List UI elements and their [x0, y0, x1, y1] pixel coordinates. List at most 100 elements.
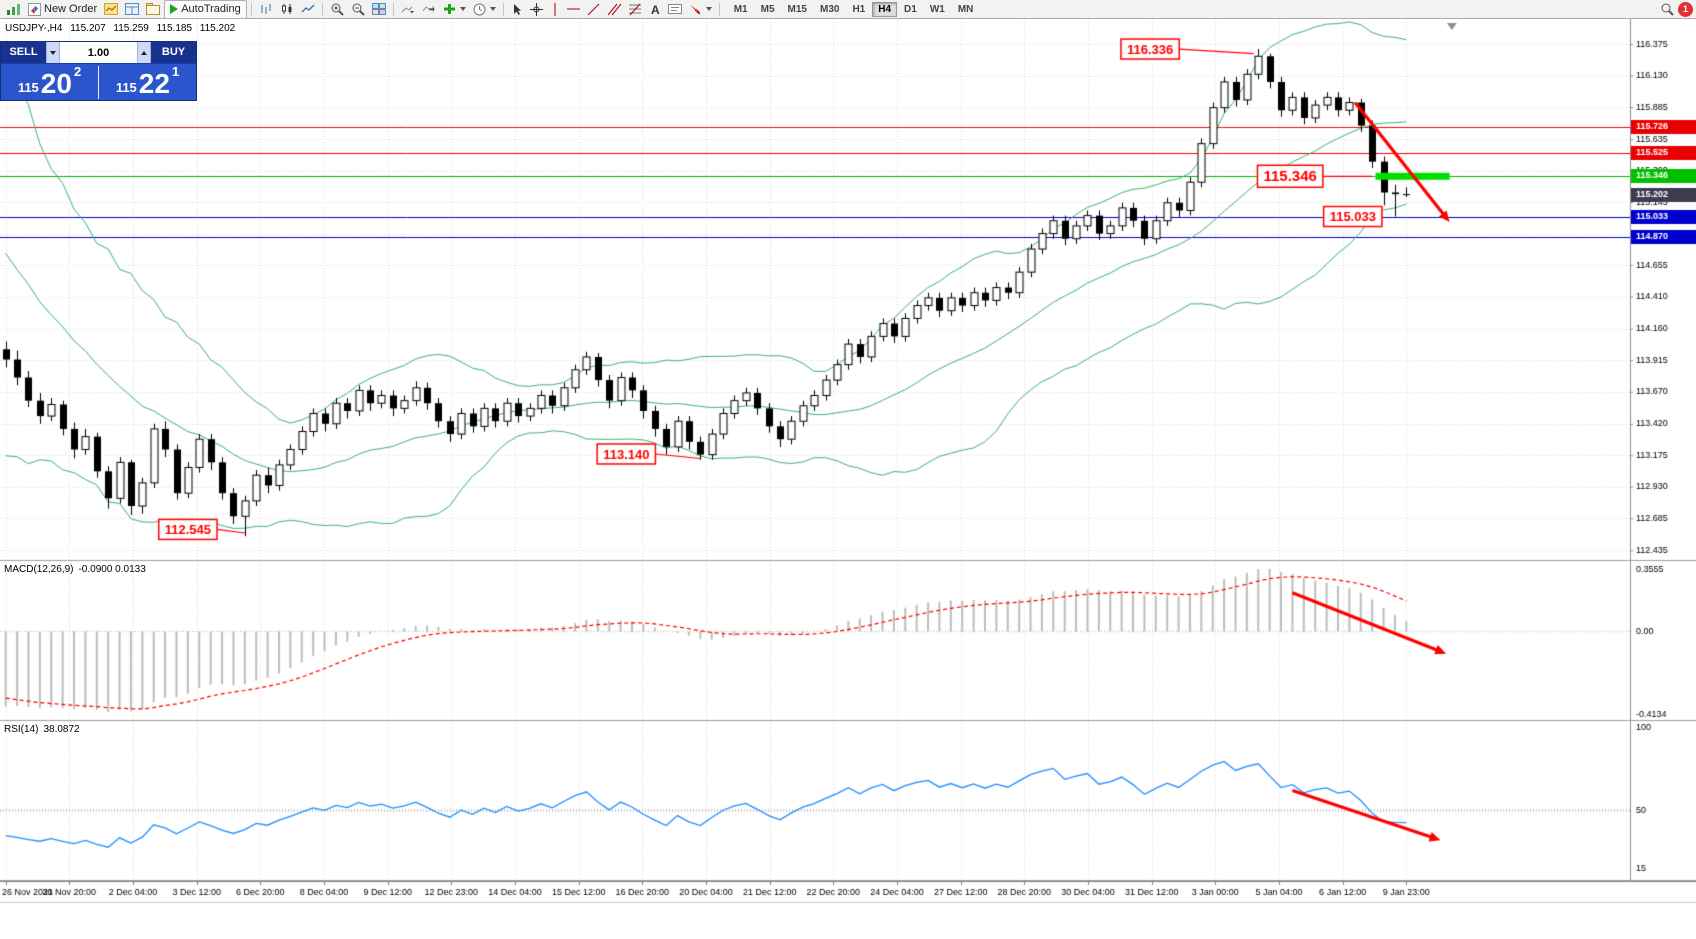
macd-name: MACD(12,26,9) — [4, 564, 74, 575]
line-chart-icon — [301, 4, 315, 13]
caret-up-icon — [141, 50, 147, 55]
toolbar-separator — [321, 2, 323, 16]
timeframe-W1[interactable]: W1 — [929, 3, 945, 15]
autotrading-play-icon — [170, 4, 179, 14]
auto-scroll-icon — [401, 6, 414, 14]
candlestick-icon — [281, 4, 292, 14]
trendline-icon — [587, 3, 600, 15]
data-window-icon — [125, 3, 140, 15]
chevron-down-icon — [705, 7, 712, 11]
indicators-button[interactable] — [440, 1, 469, 18]
search-icon — [1661, 3, 1674, 16]
new-chart-button[interactable] — [3, 1, 24, 18]
search-button[interactable] — [1657, 1, 1677, 18]
trendline-button[interactable] — [584, 1, 603, 18]
buy-price-point: 1 — [171, 64, 180, 79]
navigator-button[interactable] — [143, 1, 163, 18]
volume-input[interactable] — [60, 42, 137, 63]
arrow-tools-button[interactable] — [686, 1, 715, 18]
crosshair-button[interactable] — [527, 1, 546, 18]
symbol-period-label: USDJPY-,H4 — [5, 23, 63, 34]
text-button[interactable]: A — [646, 1, 664, 18]
chart-shift-button[interactable] — [419, 1, 439, 18]
one-click-trading-panel: SELL BUY 115 20 2 115 22 1 — [0, 41, 197, 101]
low-value: 115.185 — [156, 23, 192, 34]
buy-price-figure: 115 — [115, 80, 137, 95]
timeframe-M1[interactable]: M1 — [733, 3, 748, 15]
vertical-line-button[interactable] — [547, 1, 563, 18]
channel-icon — [607, 3, 621, 15]
channel-button[interactable] — [604, 1, 624, 18]
zoom-in-icon — [331, 3, 344, 16]
cursor-icon — [513, 3, 521, 15]
cursor-button[interactable] — [508, 1, 526, 18]
open-value: 115.207 — [70, 23, 106, 34]
text-icon: A — [651, 3, 660, 16]
timeframe-H4[interactable]: H4 — [872, 1, 898, 17]
sell-price-pips: 20 — [40, 68, 72, 99]
timeframe-H1[interactable]: H1 — [852, 3, 866, 15]
price-divider — [98, 66, 99, 99]
fibonacci-icon — [628, 3, 641, 15]
tile-windows-icon — [371, 3, 386, 15]
market-watch-icon — [104, 3, 119, 15]
auto-scroll-button[interactable] — [398, 1, 418, 18]
timeframe-D1[interactable]: D1 — [904, 3, 917, 15]
sell-price-point: 2 — [73, 64, 82, 79]
caret-down-icon — [50, 50, 56, 55]
fibonacci-button[interactable] — [625, 1, 645, 18]
indicators-plus-icon — [443, 4, 455, 14]
sell-price-figure: 115 — [17, 80, 39, 95]
autotrading-button[interactable]: AutoTrading — [164, 0, 247, 19]
macd-label: MACD(12,26,9) -0.0900 0.0133 — [4, 564, 151, 575]
horizontal-line-button[interactable] — [564, 1, 583, 18]
market-watch-button[interactable] — [101, 1, 121, 18]
buy-button[interactable]: BUY — [151, 42, 196, 63]
zoom-in-button[interactable] — [327, 1, 347, 18]
periods-button[interactable] — [470, 1, 499, 18]
toolbar-separator — [718, 2, 720, 16]
clock-icon — [473, 3, 486, 15]
zoom-out-icon — [352, 3, 365, 16]
timeframe-M30[interactable]: M30 — [819, 3, 840, 15]
toolbar-separator — [250, 2, 252, 16]
chart-shift-icon — [422, 5, 435, 12]
notifications-badge[interactable]: 1 — [1678, 1, 1693, 17]
symbol-ohlc-bar: USDJPY-,H4 115.207 115.259 115.185 115.2… — [5, 23, 240, 34]
zoom-out-button[interactable] — [348, 1, 368, 18]
text-label-button[interactable] — [665, 1, 685, 18]
text-label-icon — [667, 4, 682, 14]
toolbar-separator — [392, 2, 394, 16]
new-order-label: New Order — [44, 3, 98, 15]
notification-count: 1 — [1682, 4, 1688, 14]
data-window-button[interactable] — [122, 1, 142, 18]
svg-text:A: A — [651, 3, 660, 16]
navigator-icon — [146, 3, 161, 15]
volume-increase-button[interactable] — [137, 42, 151, 63]
horizontal-line-icon — [566, 8, 580, 10]
timeframe-group: M1 M5 M15 M30 H1 H4 D1 W1 MN — [728, 1, 980, 17]
toolbar-separator — [502, 2, 504, 16]
buy-price[interactable]: 115 22 1 — [99, 64, 196, 101]
timeframe-M5[interactable]: M5 — [760, 3, 775, 15]
tile-windows-button[interactable] — [369, 1, 389, 18]
rsi-value: 38.0872 — [43, 724, 80, 735]
timeframe-M15[interactable]: M15 — [787, 3, 807, 15]
bar-chart-icon — [261, 4, 271, 14]
sell-button[interactable]: SELL — [1, 42, 46, 63]
chevron-down-icon — [459, 7, 466, 11]
sell-price[interactable]: 115 20 2 — [1, 64, 98, 101]
volume-decrease-button[interactable] — [46, 42, 60, 63]
chart-bars-button[interactable] — [256, 1, 276, 18]
chart-candles-button[interactable] — [277, 1, 297, 18]
chart-line-button[interactable] — [298, 1, 318, 18]
rsi-name: RSI(14) — [4, 724, 39, 735]
rsi-label: RSI(14) 38.0872 — [4, 724, 85, 735]
new-order-button[interactable]: New Order — [25, 1, 100, 18]
crosshair-icon — [529, 2, 543, 16]
timeframe-MN[interactable]: MN — [957, 3, 974, 15]
arrow-tool-icon — [689, 4, 701, 15]
chevron-down-icon — [489, 7, 496, 11]
new-order-icon — [28, 2, 41, 16]
